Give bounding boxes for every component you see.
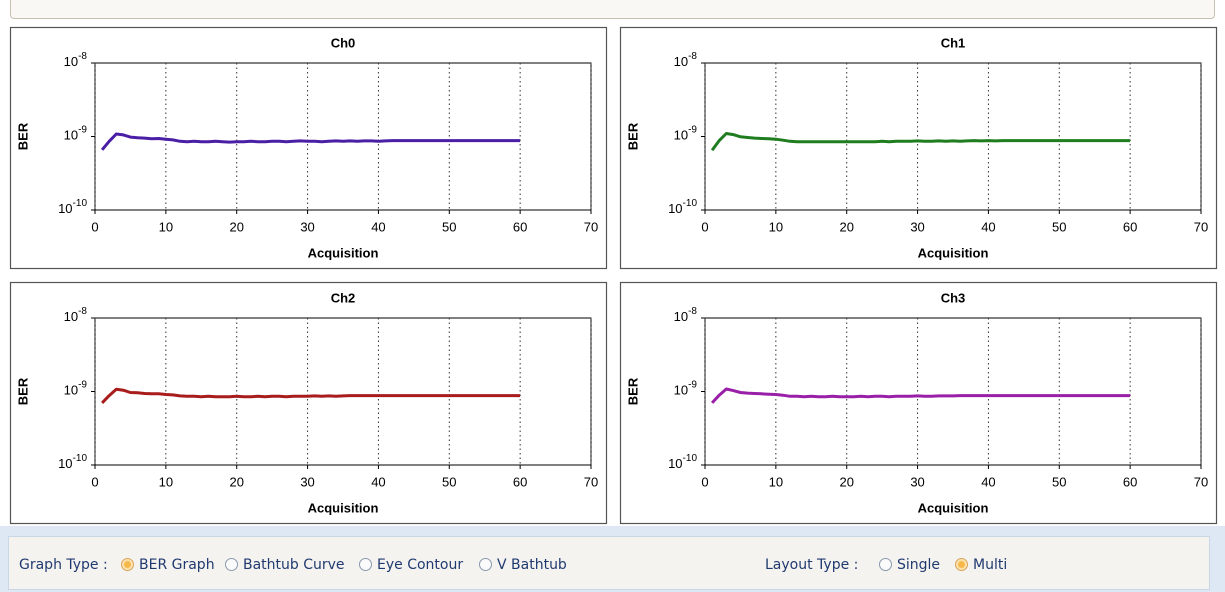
radio-label[interactable]: Multi <box>973 557 1008 573</box>
options-panel: Graph Type : BER Graph Bathtub Curve Eye Co… <box>8 536 1210 590</box>
x-tick-label: 40 <box>371 474 385 489</box>
x-tick-label: 60 <box>513 474 527 489</box>
y-axis-label: BER <box>15 122 30 150</box>
y-tick-label: 10-8 <box>674 51 698 70</box>
x-tick-label: 30 <box>910 219 924 234</box>
y-tick-label: 10-10 <box>58 198 87 217</box>
radio-label[interactable]: V Bathtub <box>497 557 567 573</box>
x-tick-label: 0 <box>91 474 98 489</box>
x-tick-label: 40 <box>981 219 995 234</box>
y-axis-label: BER <box>625 377 640 405</box>
x-tick-label: 10 <box>769 219 783 234</box>
y-tick-label: 10-9 <box>64 124 88 143</box>
radio-label[interactable]: BER Graph <box>139 557 215 573</box>
radio-button[interactable] <box>225 558 238 571</box>
x-axis-label: Acquisition <box>308 500 379 515</box>
x-tick-label: 50 <box>1052 219 1066 234</box>
plot-area <box>94 62 592 211</box>
chart-title: Ch2 <box>331 290 356 305</box>
x-tick-label: 30 <box>300 474 314 489</box>
chart-title: Ch3 <box>941 290 966 305</box>
group-label: Layout Type : <box>765 557 859 573</box>
y-tick-label: 10-8 <box>674 306 698 325</box>
radio-label[interactable]: Single <box>897 557 941 573</box>
x-tick-label: 20 <box>839 474 853 489</box>
x-tick-label: 40 <box>371 219 385 234</box>
plot-area <box>704 62 1202 211</box>
x-tick-label: 20 <box>229 474 243 489</box>
x-tick-label: 20 <box>229 219 243 234</box>
radio-button[interactable] <box>955 558 968 571</box>
y-tick-label: 10-9 <box>64 379 88 398</box>
x-tick-label: 0 <box>701 219 708 234</box>
x-tick-label: 70 <box>1194 219 1208 234</box>
y-tick-label: 10-10 <box>668 198 697 217</box>
x-tick-label: 70 <box>584 219 598 234</box>
x-tick-label: 70 <box>584 474 598 489</box>
y-tick-label: 10-8 <box>64 51 88 70</box>
y-tick-label: 10-9 <box>674 379 698 398</box>
radio-button[interactable] <box>879 558 892 571</box>
y-axis-label: BER <box>625 122 640 150</box>
x-tick-label: 50 <box>1052 474 1066 489</box>
x-tick-label: 0 <box>701 474 708 489</box>
x-tick-label: 50 <box>442 474 456 489</box>
x-tick-label: 20 <box>839 219 853 234</box>
x-axis-label: Acquisition <box>918 500 989 515</box>
x-tick-label: 40 <box>981 474 995 489</box>
x-tick-label: 70 <box>1194 474 1208 489</box>
plot-area <box>704 317 1202 466</box>
ber-line <box>101 387 521 404</box>
x-axis-label: Acquisition <box>918 245 989 260</box>
x-tick-label: 30 <box>300 219 314 234</box>
x-tick-label: 60 <box>1123 474 1137 489</box>
y-tick-label: 10-10 <box>668 453 697 472</box>
plot-area <box>94 317 592 466</box>
x-tick-label: 10 <box>159 219 173 234</box>
x-tick-label: 60 <box>1123 219 1137 234</box>
chart-title: Ch1 <box>941 35 966 50</box>
radio-button[interactable] <box>121 558 134 571</box>
x-axis-label: Acquisition <box>308 245 379 260</box>
x-tick-label: 60 <box>513 219 527 234</box>
ber-line <box>710 132 1131 152</box>
radio-button[interactable] <box>359 558 372 571</box>
y-tick-label: 10-10 <box>58 453 87 472</box>
options-bar: Graph Type : BER Graph Bathtub Curve Eye Co… <box>0 526 1225 592</box>
chart-title: Ch0 <box>331 35 356 50</box>
x-tick-label: 0 <box>91 219 98 234</box>
group-label: Graph Type : <box>19 557 108 573</box>
ber-line <box>710 387 1131 404</box>
y-tick-label: 10-9 <box>674 124 698 143</box>
y-axis-label: BER <box>15 377 30 405</box>
charts: Ch0 Acquisition BER 0 10 20 30 40 50 60 70 10-10 10-… <box>9 26 1218 525</box>
x-tick-label: 10 <box>159 474 173 489</box>
radio-button[interactable] <box>479 558 492 571</box>
radio-label[interactable]: Bathtub Curve <box>243 557 345 573</box>
ber-line <box>100 132 521 151</box>
x-tick-label: 10 <box>769 474 783 489</box>
radio-label[interactable]: Eye Contour <box>377 557 464 573</box>
x-tick-label: 50 <box>442 219 456 234</box>
top-strip <box>10 0 1215 19</box>
y-tick-label: 10-8 <box>64 306 88 325</box>
x-tick-label: 30 <box>910 474 924 489</box>
